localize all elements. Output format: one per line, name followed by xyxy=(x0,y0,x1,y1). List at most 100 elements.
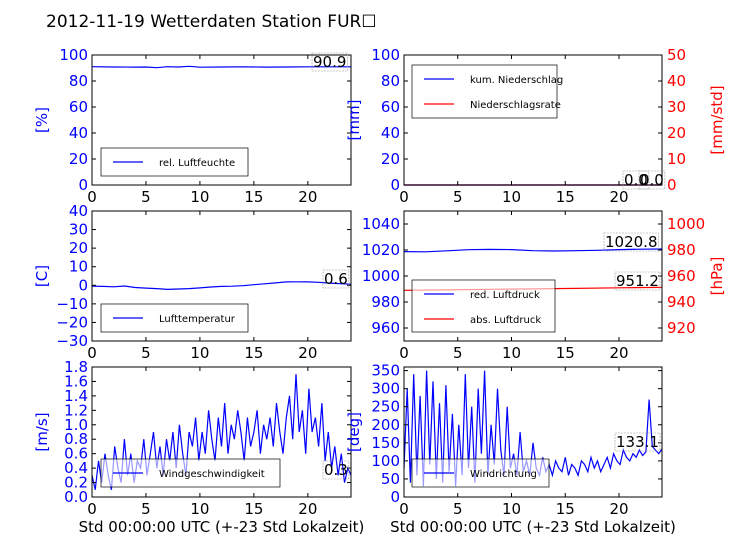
temperature-ytick-label-0: −30 xyxy=(56,332,88,350)
pressure-ytick-label-3: 1020 xyxy=(362,241,400,259)
windspeed-ytick-label-4: 0.8 xyxy=(64,430,88,448)
windspeed-legend-label-0: Windgeschwindigkeit xyxy=(159,469,265,480)
humidity-ytick-label-5: 100 xyxy=(59,46,88,64)
precip-value-annotation-box-1 xyxy=(638,170,666,190)
precip-y2tick-label-0: 0 xyxy=(667,176,677,194)
pressure-y2tick-label-4: 1000 xyxy=(667,215,705,233)
winddir-legend-label-0: Windrichtung xyxy=(470,469,537,480)
pressure-value-annotation-box-0 xyxy=(603,232,659,252)
winddir-xtick-label-2: 10 xyxy=(502,500,521,518)
humidity-ytick-label-4: 80 xyxy=(69,72,88,90)
pressure-value-annotation-box-1 xyxy=(614,271,661,291)
temperature-ytick-label-7: 40 xyxy=(69,202,88,220)
pressure-xtick-label-0: 0 xyxy=(399,344,409,362)
temperature-xtick-label-3: 15 xyxy=(244,344,263,362)
humidity-series-line-0 xyxy=(91,65,351,69)
precip-xtick-label-1: 5 xyxy=(453,188,463,206)
temperature-xtick-label-2: 10 xyxy=(190,344,209,362)
humidity-xtick-label-4: 20 xyxy=(298,188,317,206)
precip-ytick-label-0: 0 xyxy=(390,176,400,194)
precip-value-annotation-1: 0.0 xyxy=(640,171,664,189)
pressure-ytick-label-4: 1040 xyxy=(362,215,400,233)
pressure-y2tick-label-1: 940 xyxy=(667,293,696,311)
winddir-y-axis-label: [deg] xyxy=(345,412,363,452)
pressure-xtick-label-3: 15 xyxy=(556,344,575,362)
winddir-xtick-label-4: 20 xyxy=(609,500,628,518)
temperature-value-annotation-box-0 xyxy=(322,269,350,289)
winddir-value-annotation-box-0 xyxy=(614,432,661,452)
figure-title: 2012-11-19 Wetterdaten Station FUR☐ xyxy=(46,12,377,32)
humidity-legend-label-0: rel. Luftfeuchte xyxy=(159,158,235,169)
humidity-axes-frame xyxy=(91,54,352,186)
windspeed-ytick-label-5: 1.0 xyxy=(64,416,88,434)
pressure-ytick-label-1: 980 xyxy=(371,293,400,311)
winddir-x-axis-label: Std 00:00:00 UTC (+-23 Std Lokalzeit) xyxy=(390,518,676,536)
windspeed-ytick-label-6: 1.2 xyxy=(64,401,88,419)
pressure-xtick-label-2: 10 xyxy=(502,344,521,362)
windspeed-ytick-label-1: 0.2 xyxy=(64,474,88,492)
winddir-ytick-label-0: 0 xyxy=(390,488,400,506)
precip-legend-label-0: kum. Niederschlag xyxy=(470,75,563,86)
pressure-ytick-label-0: 960 xyxy=(371,319,400,337)
humidity-xtick-label-0: 0 xyxy=(87,188,97,206)
winddir-ytick-label-4: 200 xyxy=(371,416,400,434)
windspeed-xtick-label-3: 15 xyxy=(244,500,263,518)
windspeed-value-annotation-0: 0.3 xyxy=(324,461,348,479)
pressure-xtick-label-1: 5 xyxy=(453,344,463,362)
panel-pressure: 0 5 10 15 20 960 980 1000 1020 1040 920 940 960 980 10… xyxy=(362,210,726,362)
windspeed-ytick-label-2: 0.4 xyxy=(64,459,88,477)
winddir-ytick-label-2: 100 xyxy=(371,452,400,470)
windspeed-ytick-label-7: 1.4 xyxy=(64,387,88,405)
precip-y2-axis-label: [mm/std] xyxy=(708,85,726,154)
windspeed-ytick-label-3: 0.6 xyxy=(64,445,88,463)
windspeed-ytick-label-0: 0.0 xyxy=(64,488,88,506)
precip-y2tick-label-1: 10 xyxy=(667,150,686,168)
temperature-xtick-label-0: 0 xyxy=(87,344,97,362)
windspeed-value-annotation-box-0 xyxy=(322,460,350,480)
windspeed-ytick-label-8: 1.6 xyxy=(64,372,88,390)
windspeed-axes-frame xyxy=(91,366,352,498)
pressure-xtick-label-4: 20 xyxy=(609,344,628,362)
humidity-xtick-label-1: 5 xyxy=(141,188,151,206)
winddir-axes-frame xyxy=(403,366,663,498)
temperature-ytick-label-6: 30 xyxy=(69,221,88,239)
pressure-value-annotation-1: 951.2 xyxy=(616,272,659,290)
precip-y2tick-label-2: 20 xyxy=(667,124,686,142)
pressure-y2tick-label-2: 960 xyxy=(667,267,696,285)
humidity-value-annotation-box-0 xyxy=(311,52,348,72)
precip-ytick-label-5: 100 xyxy=(371,46,400,64)
pressure-legend-label-0: red. Luftdruck xyxy=(470,290,540,301)
humidity-ytick-label-1: 20 xyxy=(69,150,88,168)
winddir-value-annotation-0: 133.1 xyxy=(616,433,659,451)
panel-precip: 0 5 10 15 20 0 20 40 60 80 100 0 10 20 30 40 50 [mm] [mm/s… xyxy=(345,46,726,206)
windspeed-xtick-label-4: 20 xyxy=(298,500,317,518)
pressure-series-line-0 xyxy=(403,248,663,253)
winddir-xtick-label-3: 15 xyxy=(556,500,575,518)
precip-xtick-label-2: 10 xyxy=(502,188,521,206)
pressure-legend-label-1: abs. Luftdruck xyxy=(470,315,541,326)
windspeed-xtick-label-1: 5 xyxy=(141,500,151,518)
precip-xtick-label-0: 0 xyxy=(399,188,409,206)
windspeed-xtick-label-0: 0 xyxy=(87,500,97,518)
precip-axes-frame xyxy=(403,54,663,186)
precip-y-axis-label: [mm] xyxy=(345,100,363,141)
windspeed-legend-box xyxy=(100,458,281,488)
precip-ytick-label-1: 20 xyxy=(381,150,400,168)
winddir-xtick-label-0: 0 xyxy=(399,500,409,518)
precip-legend-box xyxy=(411,64,558,119)
winddir-ytick-label-3: 150 xyxy=(371,434,400,452)
winddir-ytick-label-5: 250 xyxy=(371,398,400,416)
precip-y2tick-label-5: 50 xyxy=(667,46,686,64)
winddir-ytick-label-7: 350 xyxy=(371,362,400,380)
temperature-xtick-label-4: 20 xyxy=(298,344,317,362)
panel-windspeed: 0 5 10 15 20 0.00.20.40.60.81.01.21.41.61.8 [m… xyxy=(33,358,364,536)
temperature-axes-frame xyxy=(91,210,352,342)
windspeed-xtick-label-2: 10 xyxy=(190,500,209,518)
winddir-ytick-label-6: 300 xyxy=(371,380,400,398)
temperature-y-axis-label: [C] xyxy=(33,265,51,287)
humidity-y-axis-label: [%] xyxy=(33,107,51,133)
temperature-value-annotation-0: 0.6 xyxy=(324,270,348,288)
pressure-y2-axis-label: [hPa] xyxy=(708,257,726,296)
